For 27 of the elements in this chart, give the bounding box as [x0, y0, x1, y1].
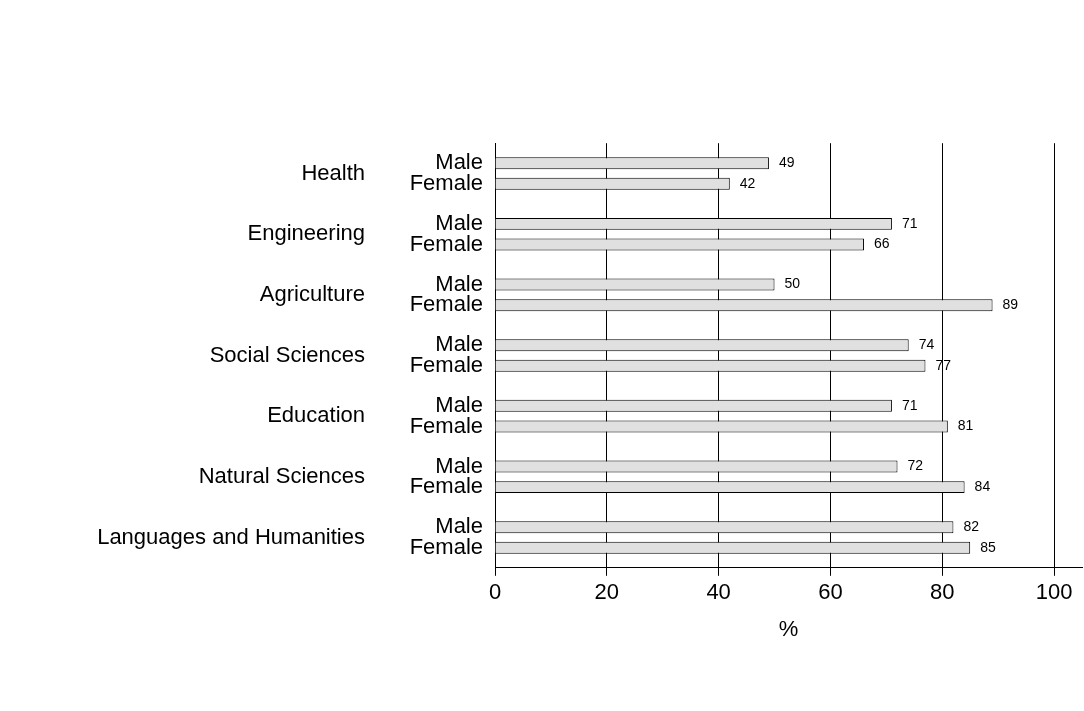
data-label: 71 — [901, 396, 918, 413]
data-label: 84 — [974, 477, 991, 494]
data-label: 74 — [918, 336, 935, 353]
data-label: 89 — [1002, 296, 1019, 313]
data-label: 66 — [873, 235, 890, 252]
x-axis-title: % — [778, 615, 799, 641]
x-tick-label: 100 — [1035, 579, 1073, 605]
data-label: 49 — [778, 154, 795, 171]
data-label: 85 — [980, 538, 996, 555]
data-label: 81 — [957, 417, 974, 434]
y-tick-label: Social Sciences — [209, 341, 365, 367]
data-label: 50 — [784, 275, 801, 292]
x-tick-label: 40 — [706, 579, 731, 605]
data-label: 71 — [901, 214, 918, 231]
x-tick-label: 60 — [818, 579, 843, 605]
x-tick-label: 0 — [488, 579, 502, 605]
y-tick-label: Languages and Humanities — [97, 523, 365, 549]
data-label: 82 — [963, 518, 980, 535]
y-tick-label: Engineering — [247, 220, 365, 246]
data-label: 72 — [907, 457, 924, 474]
y-tick-label: Natural Sciences — [198, 462, 365, 488]
x-tick-label: 20 — [594, 579, 620, 605]
data-label: 42 — [739, 174, 756, 191]
y-tick-label: Education — [267, 402, 365, 428]
y-tick-label: Agriculture — [259, 280, 365, 306]
y-tick-label: Health — [301, 159, 365, 185]
x-tick-label: 80 — [930, 579, 955, 605]
